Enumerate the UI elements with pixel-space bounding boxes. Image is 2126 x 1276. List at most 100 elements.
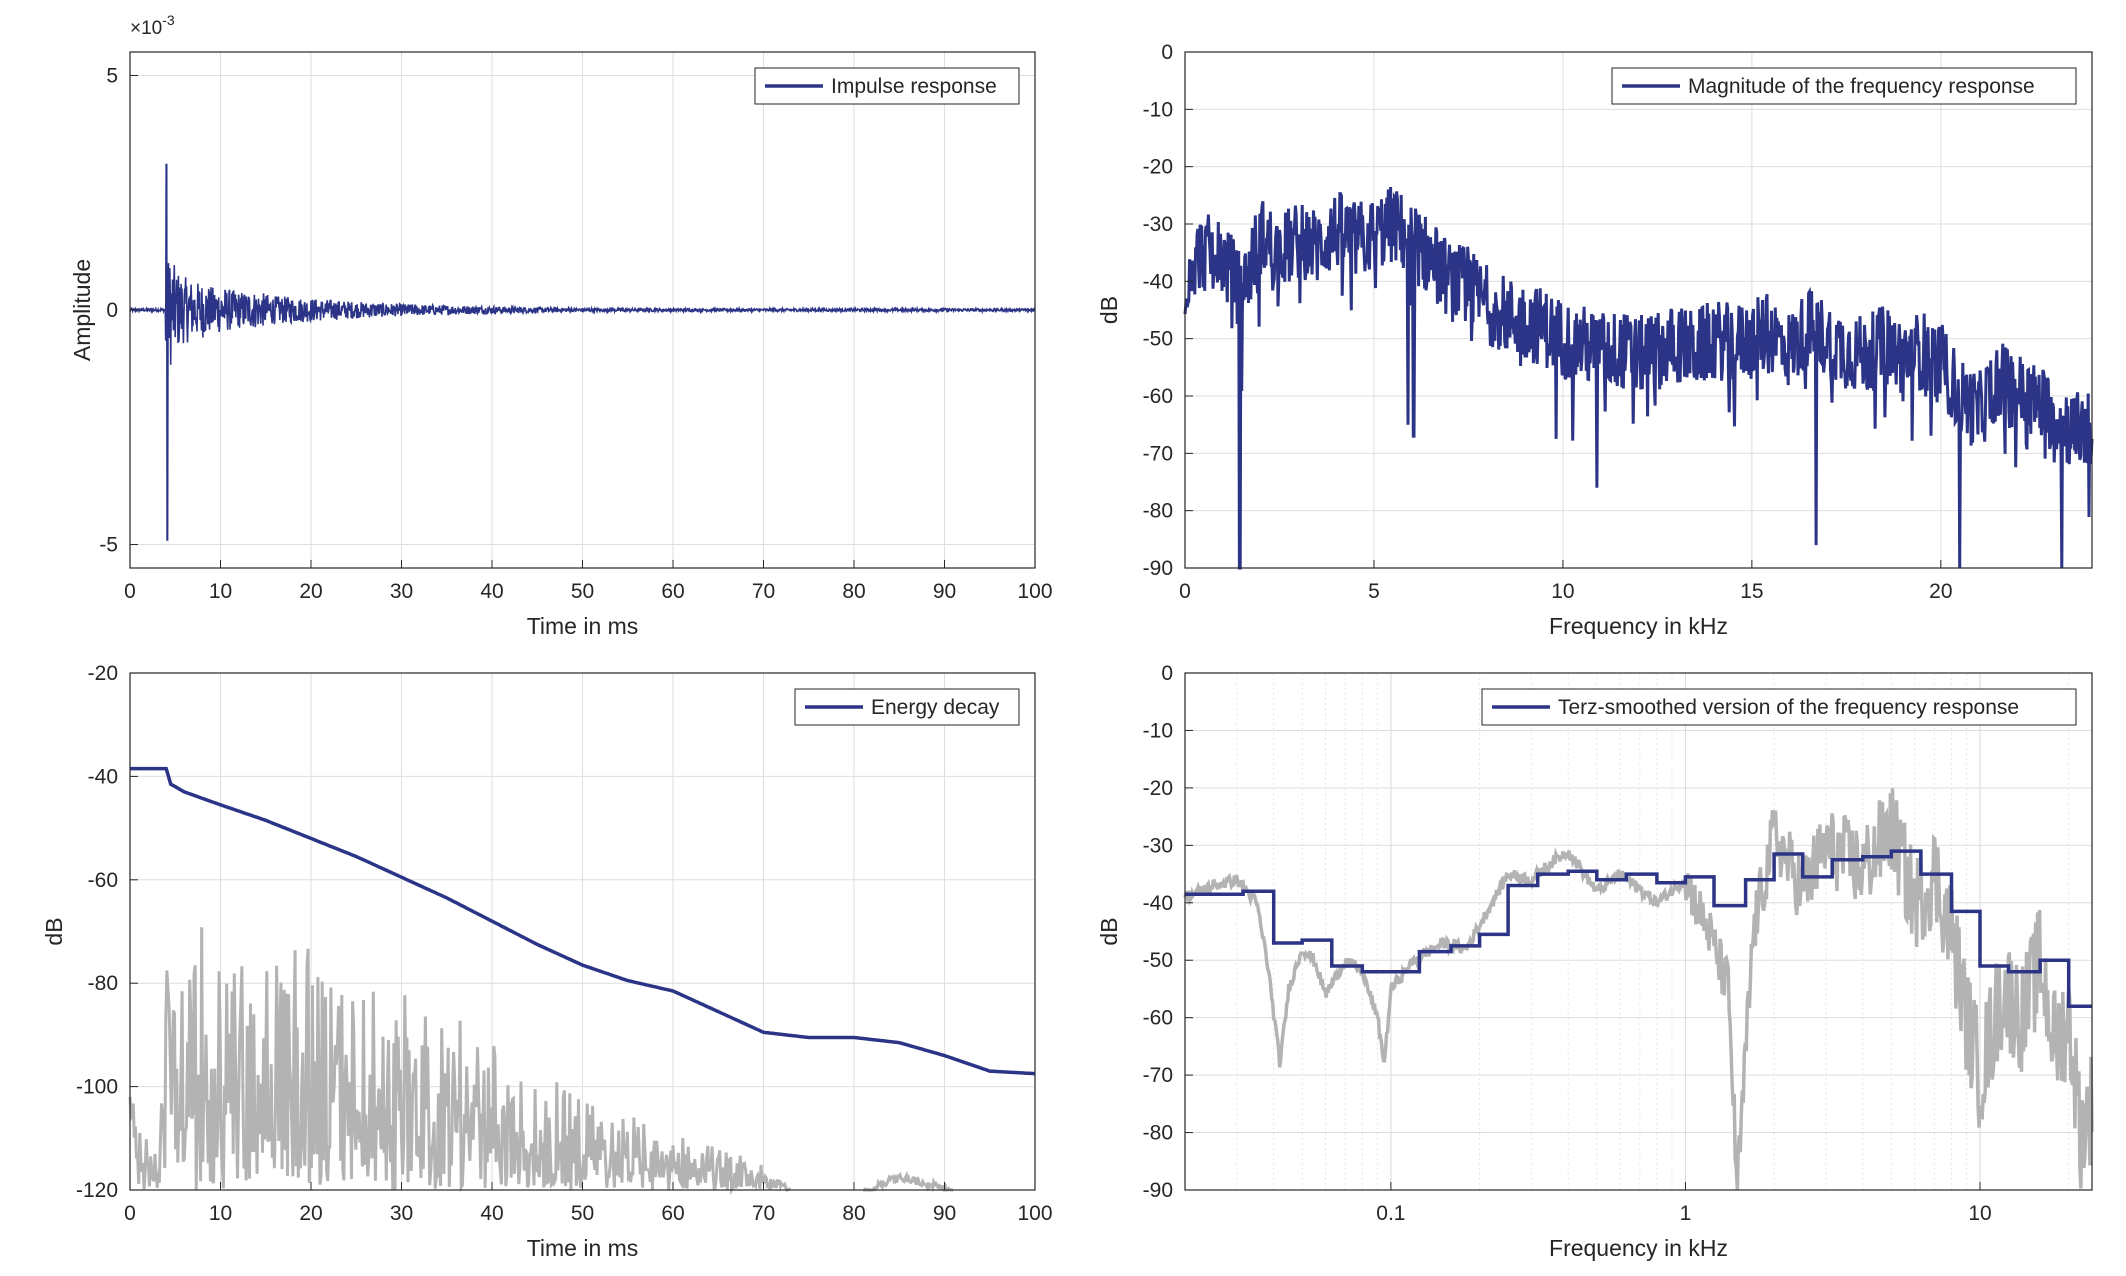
impulse-response-line (129, 163, 1036, 541)
y-axis-exponent: ×10-3 (130, 12, 175, 39)
grid (1185, 52, 2092, 568)
axes-frame (1184, 51, 2093, 569)
x-tick-label: 90 (933, 1202, 956, 1225)
y-tick-label: -100 (76, 1076, 118, 1099)
x-tick-label: 20 (299, 580, 322, 603)
y-tick-label: -70 (1143, 442, 1173, 465)
x-axis-label: Frequency in kHz (1549, 1235, 1728, 1261)
y-tick-label: -10 (1143, 719, 1173, 742)
y-tick-label: -60 (88, 869, 118, 892)
x-tick-label: 50 (571, 580, 594, 603)
plot-area (1183, 186, 2094, 570)
x-tick-label: 10 (1551, 580, 1574, 603)
y-tick-label: 5 (106, 64, 118, 87)
terz-smoothed-plot: 0.1 1 10 0 -10 -20 -30 -40 -50 -60 -70 -80 -90 Frequ… (1096, 662, 2094, 1261)
x-tick-label: 0.1 (1376, 1202, 1405, 1225)
y-tick-label: -40 (1143, 892, 1173, 915)
y-tick-label: 0 (1161, 41, 1173, 64)
x-axis-label: Time in ms (527, 1235, 639, 1261)
x-tick-label: 100 (1017, 1202, 1052, 1225)
plot-area (129, 163, 1036, 541)
y-tick-label: -80 (88, 972, 118, 995)
x-tick-label: 5 (1368, 580, 1380, 603)
x-tick-label: 10 (209, 580, 232, 603)
y-axis-label: dB (1096, 917, 1122, 945)
x-tick-label: 30 (390, 580, 413, 603)
squared-impulse-tail-line (863, 1170, 954, 1194)
x-tick-label: 70 (752, 580, 775, 603)
y-tick-label: -70 (1143, 1064, 1173, 1087)
x-axis-label: Time in ms (527, 613, 639, 639)
y-tick-label: -120 (76, 1179, 118, 1202)
exponent-power: -3 (162, 12, 175, 28)
x-tick-label: 10 (1968, 1202, 1991, 1225)
axis-ticks: 0 10 20 30 40 50 60 70 80 90 100 -20 -40 -60 -80 -100 -1… (76, 662, 1053, 1225)
axis-ticks: 0 5 10 15 20 0 -10 -20 -30 -40 -50 -60 -70 -80 -90 (1143, 41, 1953, 603)
x-tick-label: 20 (1929, 580, 1952, 603)
raw-frequency-response-line (1183, 788, 2094, 1191)
y-axis-label: dB (41, 917, 67, 945)
y-axis-label: Amplitude (69, 259, 95, 361)
y-tick-label: -90 (1143, 1179, 1173, 1202)
axes-frame (1184, 672, 2093, 1191)
energy-decay-plot: 0 10 20 30 40 50 60 70 80 90 100 -20 -40 -60 -80 -100 -1… (41, 662, 1053, 1261)
y-tick-label: 0 (106, 299, 118, 322)
x-tick-label: 90 (933, 580, 956, 603)
x-tick-label: 0 (124, 580, 136, 603)
x-tick-label: 100 (1017, 580, 1052, 603)
legend: Magnitude of the frequency response (1611, 67, 2077, 105)
squared-impulse-line (128, 927, 792, 1196)
legend-label: Impulse response (831, 75, 997, 98)
grid (1185, 673, 2092, 1190)
x-tick-label: 40 (480, 580, 503, 603)
legend: Impulse response (754, 67, 1020, 105)
y-tick-label: 0 (1161, 662, 1173, 685)
y-tick-label: -30 (1143, 834, 1173, 857)
y-tick-label: -30 (1143, 213, 1173, 236)
x-tick-label: 60 (661, 580, 684, 603)
y-tick-label: -60 (1143, 1007, 1173, 1030)
x-tick-label: 20 (299, 1202, 322, 1225)
x-tick-label: 80 (842, 1202, 865, 1225)
axis-ticks: 0.1 1 10 0 -10 -20 -30 -40 -50 -60 -70 -80 -90 (1143, 662, 1992, 1225)
legend-box (1611, 67, 2077, 105)
x-tick-label: 80 (842, 580, 865, 603)
x-tick-label: 30 (390, 1202, 413, 1225)
legend-label: Energy decay (871, 696, 1000, 719)
y-tick-label: -40 (88, 765, 118, 788)
x-tick-label: 1 (1680, 1202, 1692, 1225)
x-tick-label: 60 (661, 1202, 684, 1225)
terz-smoothed-line (1185, 849, 2092, 1008)
legend: Energy decay (794, 688, 1020, 726)
axis-ticks: 0 10 20 30 40 50 60 70 80 90 100 -5 0 5 (99, 64, 1052, 603)
x-tick-label: 70 (752, 1202, 775, 1225)
legend: Terz-smoothed version of the frequency r… (1481, 688, 2077, 726)
x-tick-label: 50 (571, 1202, 594, 1225)
y-tick-label: -80 (1143, 1122, 1173, 1145)
x-tick-label: 0 (1179, 580, 1191, 603)
y-tick-label: -5 (99, 534, 118, 557)
impulse-response-plot: 0 10 20 30 40 50 60 70 80 90 100 -5 0 5 Time in ms Am… (69, 12, 1053, 639)
x-axis-label: Frequency in kHz (1549, 613, 1728, 639)
y-axis-label: dB (1096, 296, 1122, 324)
y-tick-label: -80 (1143, 500, 1173, 523)
plot-area (1183, 788, 2094, 1191)
frequency-response-plot: 0 5 10 15 20 0 -10 -20 -30 -40 -50 -60 -70 -80 -90 Fre… (1096, 41, 2094, 639)
y-tick-label: -60 (1143, 385, 1173, 408)
plot-area (128, 766, 1036, 1196)
y-tick-label: -90 (1143, 557, 1173, 580)
x-tick-label: 15 (1740, 580, 1763, 603)
y-tick-label: -50 (1143, 949, 1173, 972)
y-tick-label: -20 (88, 662, 118, 685)
legend-label: Magnitude of the frequency response (1688, 75, 2035, 98)
x-tick-label: 40 (480, 1202, 503, 1225)
y-tick-label: -20 (1143, 777, 1173, 800)
x-tick-label: 10 (209, 1202, 232, 1225)
x-tick-label: 0 (124, 1202, 136, 1225)
legend-label: Terz-smoothed version of the frequency r… (1558, 696, 2019, 719)
legend-box (1481, 688, 2077, 726)
exponent-base: ×10 (130, 18, 162, 39)
frequency-response-line (1183, 186, 2094, 570)
y-tick-label: -10 (1143, 98, 1173, 121)
